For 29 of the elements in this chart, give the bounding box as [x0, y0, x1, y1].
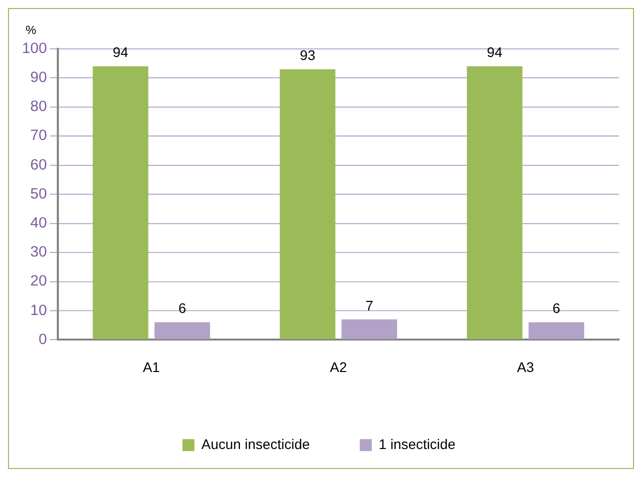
data-label: 6 — [552, 300, 560, 316]
legend-label: Aucun insecticide — [201, 436, 310, 452]
bar — [528, 322, 584, 340]
y-tick-label: 30 — [30, 244, 47, 261]
data-label: 94 — [112, 44, 129, 60]
bar — [342, 319, 398, 340]
y-tick-label: 40 — [30, 214, 47, 232]
y-tick-label: 0 — [38, 330, 47, 348]
x-tick-label: A2 — [330, 358, 348, 375]
y-tick-label: 50 — [30, 185, 47, 202]
data-label: 94 — [486, 44, 503, 60]
data-label: 7 — [365, 297, 374, 314]
x-tick-label: A3 — [516, 358, 534, 375]
y-tick-label: 90 — [30, 69, 47, 86]
y-tick-label: 100 — [22, 40, 47, 57]
x-tick-label: A1 — [142, 358, 160, 375]
y-axis-title: % — [26, 23, 37, 38]
y-tick-label: 60 — [30, 156, 47, 174]
y-tick-label: 10 — [30, 302, 47, 319]
y-tick-label: 70 — [30, 127, 47, 144]
data-label: 93 — [300, 47, 316, 64]
bar — [466, 66, 522, 340]
bar — [280, 69, 336, 340]
bar — [154, 322, 210, 340]
y-tick-label: 20 — [30, 272, 47, 290]
bar — [92, 66, 148, 340]
data-label: 6 — [178, 300, 186, 316]
y-tick-label: 80 — [30, 98, 47, 116]
legend-label: 1 insecticide — [378, 436, 456, 452]
